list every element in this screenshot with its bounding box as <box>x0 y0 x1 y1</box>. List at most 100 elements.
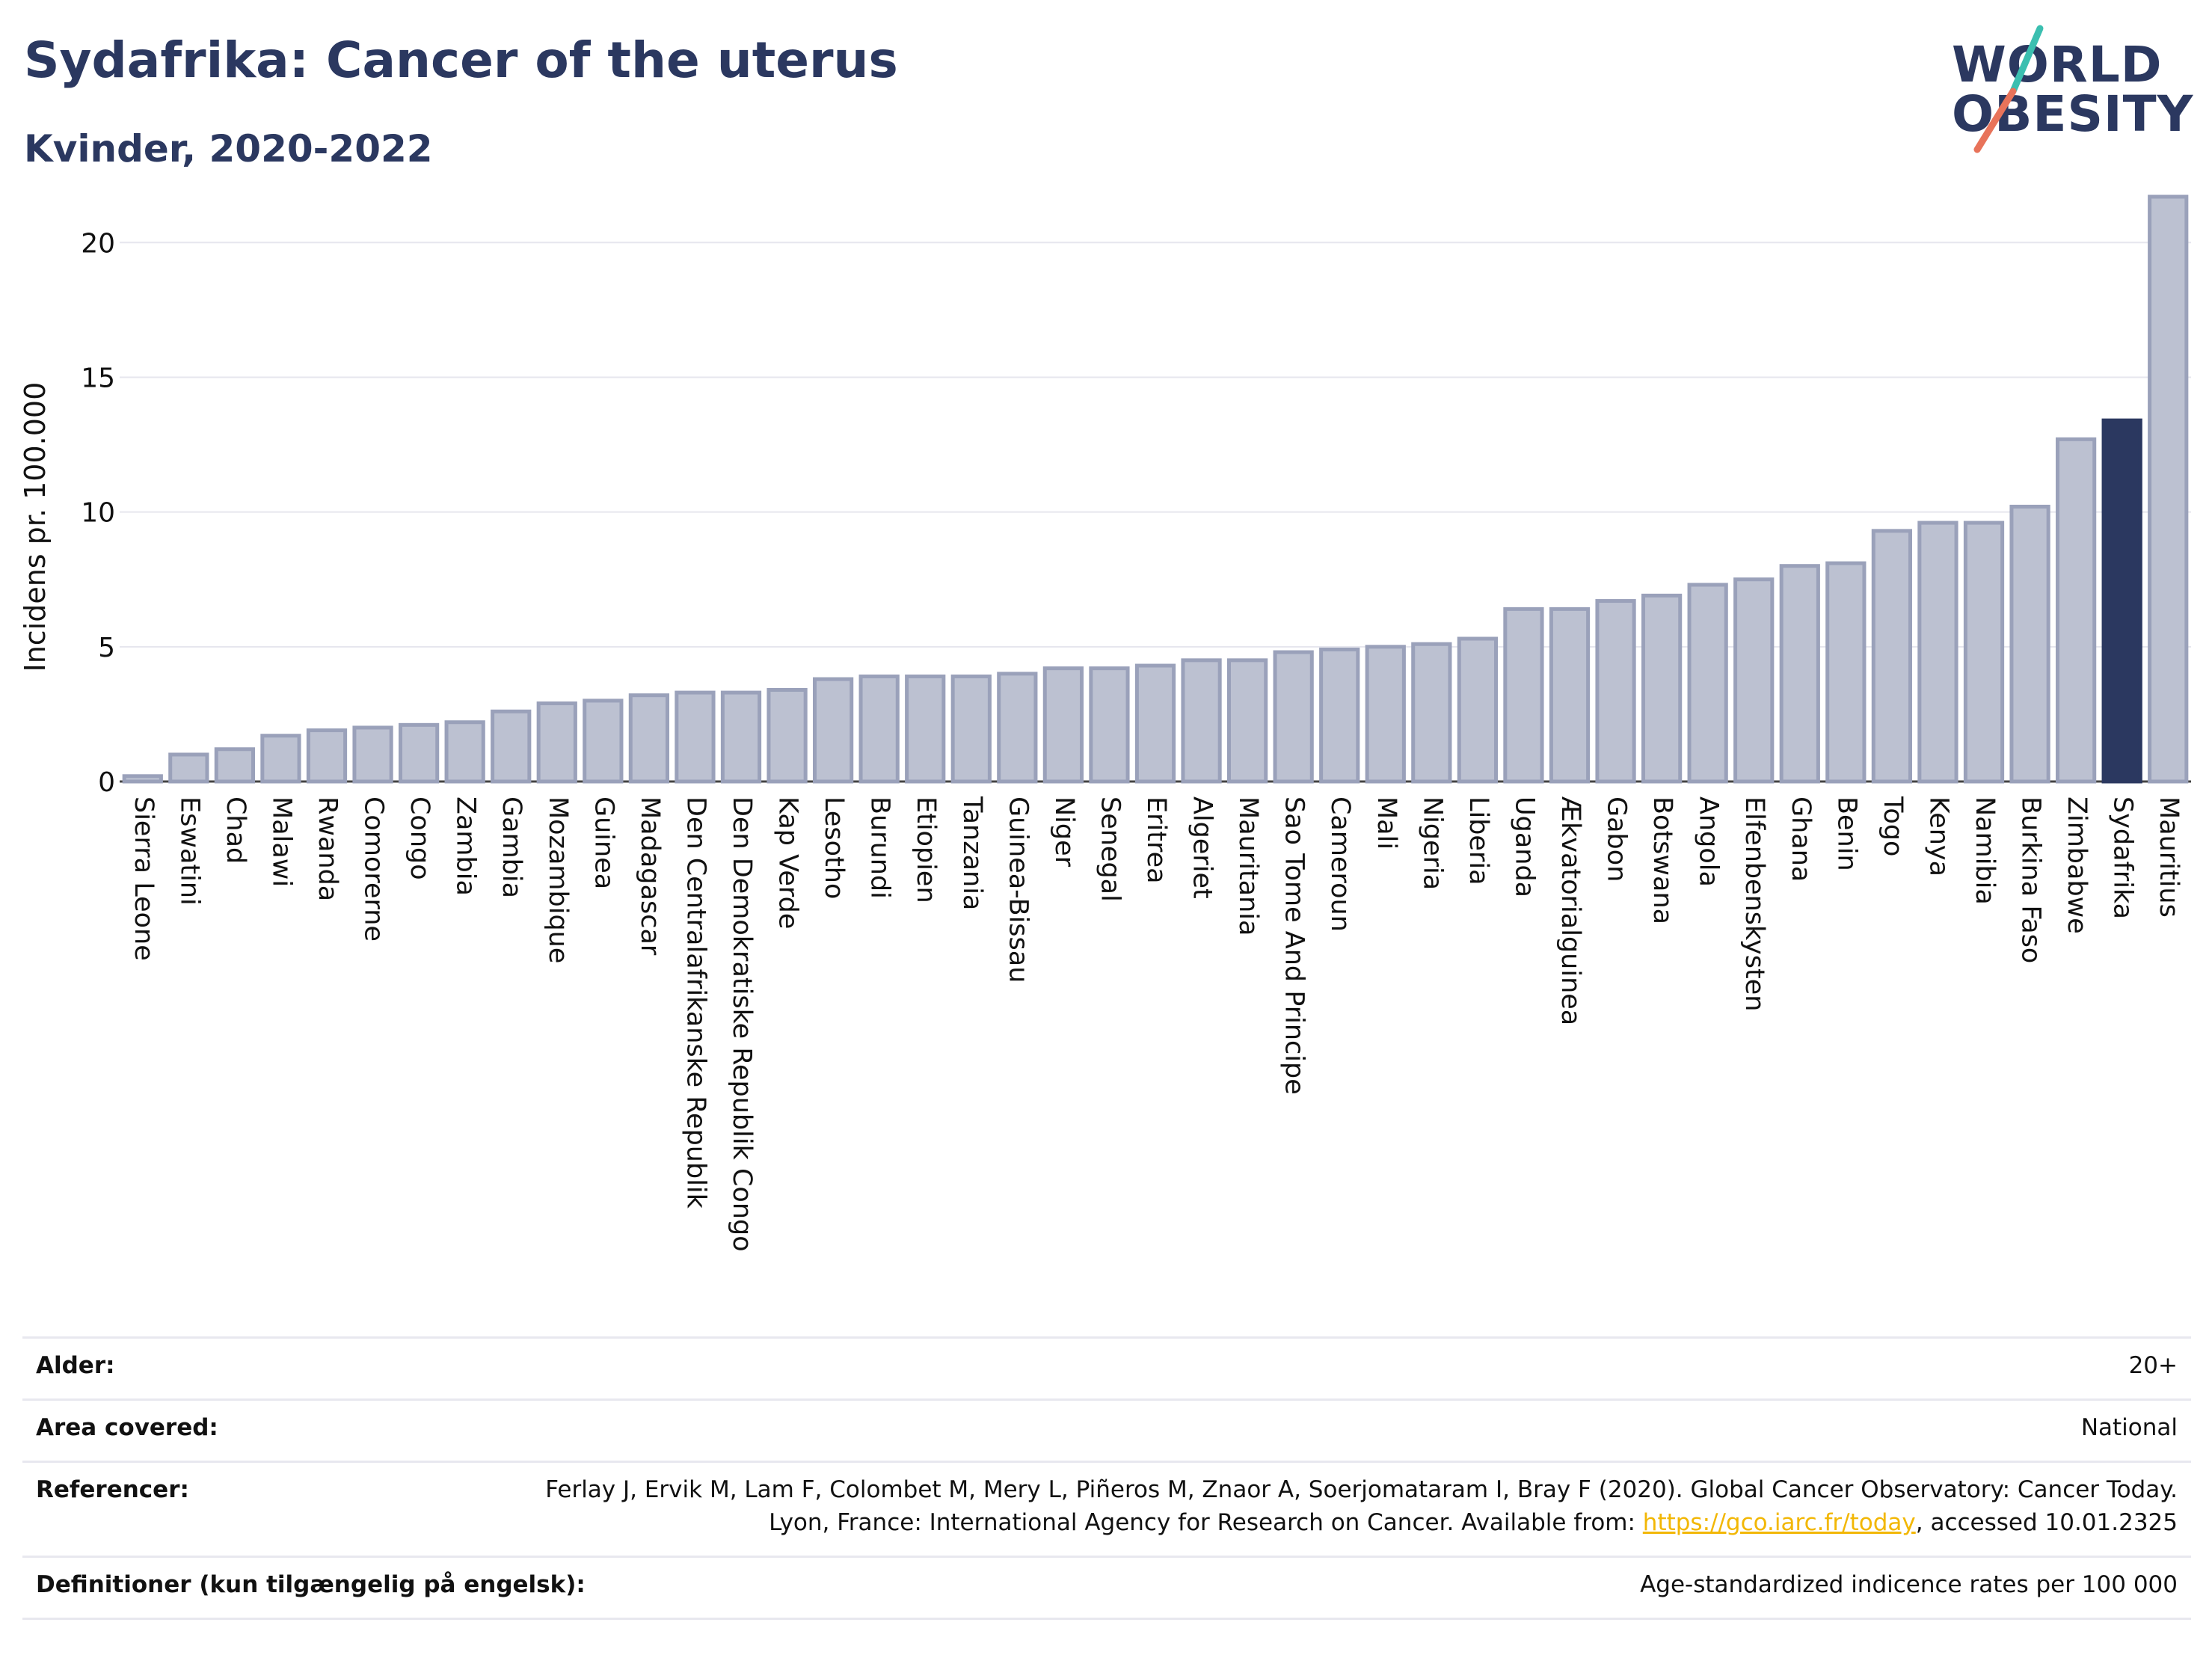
bar-guinea <box>583 698 624 784</box>
x-tick-label: Ghana <box>1786 796 1816 882</box>
x-tick-label: Comorerne <box>359 796 389 942</box>
x-tick-label: Kap Verde <box>773 796 803 929</box>
bar-cameroun <box>1319 647 1360 784</box>
x-tick-label: Den Centralafrikanske Republik <box>681 796 710 1209</box>
references-text: Ferlay J, Ervik M, Lam F, Colombet M, Me… <box>545 1476 2178 1536</box>
x-tick-label: Zimbabwe <box>2062 796 2092 934</box>
x-tick-label: Sydafrika <box>2108 796 2138 919</box>
bar-malawi <box>260 734 301 784</box>
bar--kvatorialguinea <box>1549 607 1591 784</box>
definitions-value: Age-standardized indicence rates per 100… <box>1640 1571 2178 1598</box>
y-tick-label: 15 <box>81 363 115 393</box>
bar-sao-tome-and-principe <box>1273 650 1314 784</box>
bar-burkina-faso <box>2009 504 2050 784</box>
x-tick-label: Etiopien <box>911 796 941 903</box>
x-tick-label: Eswatini <box>174 796 204 906</box>
metadata-table: Alder: 20+ Area covered: National Refere… <box>22 1336 2191 1620</box>
bar-botswana <box>1641 593 1683 784</box>
x-tick-label: Burkina Faso <box>2016 796 2046 963</box>
logo-line-2: OBESITY <box>1952 85 2194 143</box>
references-link[interactable]: https://gco.iarc.fr/today <box>1642 1509 1916 1536</box>
bar-angola <box>1687 583 1728 784</box>
x-tick-label: Kenya <box>1923 796 1953 876</box>
x-tick-label: Tanzania <box>957 796 987 910</box>
x-tick-label: Liberia <box>1463 796 1493 885</box>
bar-kenya <box>1917 521 1958 784</box>
x-tick-label: Malawi <box>266 796 296 887</box>
bar-mozambique <box>536 701 577 784</box>
age-value: 20+ <box>2128 1352 2178 1379</box>
x-tick-label: Congo <box>405 796 434 880</box>
y-tick-label: 10 <box>81 498 115 529</box>
page-title: Sydafrika: Cancer of the uterus <box>24 31 898 89</box>
bar-algeriet <box>1181 658 1222 784</box>
bar-benin <box>1825 561 1867 784</box>
x-axis-ticks: Sierra Leone Eswatini Chad Malawi Rwanda Como… <box>129 796 2184 1252</box>
bar-sierra-leone <box>122 774 163 784</box>
bar-zimbabwe <box>2055 437 2097 784</box>
x-tick-label: Burundi <box>865 796 895 899</box>
area-label: Area covered: <box>36 1414 218 1441</box>
meta-row-age: Alder: 20+ <box>22 1336 2191 1398</box>
area-value: National <box>2080 1414 2178 1441</box>
bar-eritrea <box>1134 663 1176 784</box>
bar-chad <box>214 747 256 784</box>
x-tick-label: Zambia <box>451 796 481 896</box>
bar-tanzania <box>950 674 992 784</box>
x-tick-label: Nigeria <box>1417 796 1447 890</box>
bar-niger <box>1042 666 1084 784</box>
bar-lesotho <box>812 677 854 784</box>
bar-comorerne <box>352 725 393 784</box>
x-tick-label: Mauritius <box>2154 796 2184 918</box>
x-tick-label: Guinea <box>589 796 618 889</box>
x-tick-label: Gabon <box>1602 796 1632 882</box>
bars <box>122 194 2189 784</box>
bar-mali <box>1365 645 1406 784</box>
bar-uganda <box>1503 607 1544 784</box>
x-tick-label: Eritrea <box>1141 796 1171 884</box>
meta-row-references: Referencer: Ferlay J, Ervik M, Lam F, Co… <box>22 1461 2191 1556</box>
x-tick-label: Sao Tome And Principe <box>1279 796 1309 1095</box>
x-tick-label: Mauritania <box>1233 796 1263 936</box>
x-tick-label: Benin <box>1831 796 1861 871</box>
page-subtitle: Kvinder, 2020-2022 <box>24 127 433 171</box>
x-tick-label: Elfenbenskysten <box>1739 796 1769 1011</box>
logo-slash-icon <box>1973 25 2044 153</box>
x-tick-label: Namibia <box>1970 796 2000 905</box>
bar-zambia <box>444 720 485 784</box>
references-value: Ferlay J, Ervik M, Lam F, Colombet M, Me… <box>495 1473 2178 1539</box>
y-tick-label: 5 <box>98 633 115 663</box>
bar-den-centralafrikanske-republik <box>675 690 716 784</box>
x-tick-label: Togo <box>1878 796 1908 856</box>
definitions-label: Definitioner (kun tilgængelig på engelsk… <box>36 1571 586 1598</box>
x-tick-label: Angola <box>1694 796 1724 887</box>
x-tick-label: Rwanda <box>313 796 342 901</box>
x-tick-label: Uganda <box>1509 796 1539 897</box>
x-tick-label: Niger <box>1049 796 1079 868</box>
x-tick-label: Cameroun <box>1325 796 1355 932</box>
meta-row-area: Area covered: National <box>22 1398 2191 1461</box>
references-label: Referencer: <box>36 1476 189 1503</box>
bar-mauritania <box>1226 658 1268 784</box>
bar-ghana <box>1779 564 1820 784</box>
bar-sydafrika <box>2101 418 2142 784</box>
bar-kap-verde <box>766 687 808 784</box>
x-tick-label: Gambia <box>497 796 526 898</box>
bar-togo <box>1871 529 1913 784</box>
x-tick-label: Chad <box>221 796 251 864</box>
bar-eswatini <box>168 752 209 784</box>
bar-senegal <box>1089 666 1130 784</box>
x-tick-label: Sierra Leone <box>129 796 159 961</box>
bar-burundi <box>858 674 900 784</box>
x-tick-label: Guinea-Bissau <box>1003 796 1033 983</box>
bar-guinea-bissau <box>997 672 1038 784</box>
x-tick-label: Senegal <box>1095 796 1125 902</box>
x-tick-label: Madagascar <box>635 796 665 956</box>
x-tick-label: Mozambique <box>543 796 573 963</box>
x-tick-label: Mali <box>1371 796 1401 850</box>
bar-liberia <box>1457 636 1499 784</box>
bar-gambia <box>491 709 532 784</box>
bar-congo <box>398 722 440 784</box>
bar-rwanda <box>306 728 348 784</box>
x-tick-label: Botswana <box>1647 796 1677 924</box>
